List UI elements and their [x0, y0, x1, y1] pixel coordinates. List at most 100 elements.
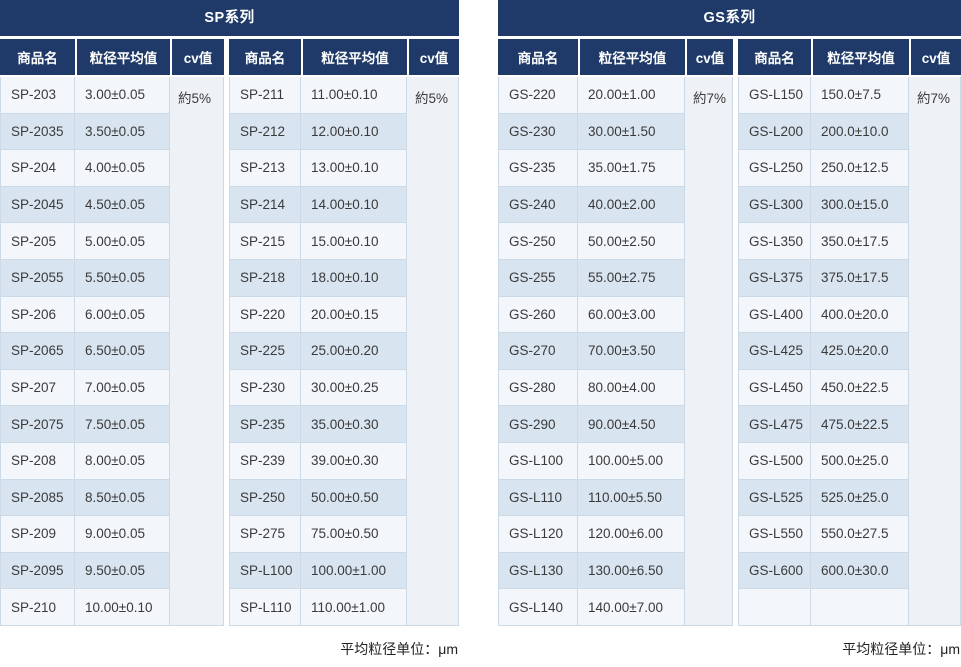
- product-name-cell: GS-260: [498, 296, 578, 334]
- avg-particle-size-cell: 11.00±0.10: [301, 77, 407, 114]
- table-row: GS-220 20.00±1.00 約7%: [498, 77, 733, 626]
- gs-table-left: 商品名 粒径平均值 cv值 GS-220 20.00±1.00 約7% GS-230 30.0…: [498, 39, 733, 626]
- product-name-cell: GS-L300: [738, 186, 811, 224]
- avg-particle-size-cell: 375.0±17.5: [811, 259, 909, 297]
- avg-particle-size-cell: 130.00±6.50: [578, 552, 685, 590]
- avg-particle-size-cell: 475.0±22.5: [811, 406, 909, 443]
- table-row: GS-280 80.00±4.00: [498, 369, 733, 407]
- product-name-cell: SP-214: [229, 186, 301, 224]
- avg-particle-size-cell: [811, 589, 909, 626]
- product-name-cell: GS-280: [498, 369, 578, 407]
- avg-particle-size-cell: 6.50±0.05: [75, 333, 170, 370]
- table-row: SP-235 35.00±0.30: [229, 406, 459, 443]
- avg-particle-size-cell: 8.00±0.05: [75, 442, 170, 480]
- avg-particle-size-cell: 30.00±0.25: [301, 369, 407, 407]
- product-name-cell: GS-220: [498, 77, 578, 114]
- avg-particle-size-cell: 120.00±6.00: [578, 516, 685, 553]
- table-row: SP-220 20.00±0.15: [229, 296, 459, 334]
- table-row: SP-230 30.00±0.25: [229, 369, 459, 407]
- product-name-cell: SP-209: [0, 516, 75, 553]
- product-name-cell: SP-206: [0, 296, 75, 334]
- table-row: GS-L120 120.00±6.00: [498, 516, 733, 553]
- table-row: SP-214 14.00±0.10: [229, 186, 459, 224]
- product-name-cell: SP-2085: [0, 479, 75, 517]
- table-row: SP-225 25.00±0.20: [229, 333, 459, 370]
- col-header-avg-particle-size: 粒径平均值: [301, 39, 407, 77]
- avg-particle-size-cell: 300.0±15.0: [811, 186, 909, 224]
- avg-particle-size-cell: 600.0±30.0: [811, 552, 909, 590]
- product-name-cell: SP-211: [229, 77, 301, 114]
- sp-unit-note: 平均粒径单位：μm: [340, 640, 458, 657]
- avg-particle-size-cell: 3.50±0.05: [75, 113, 170, 151]
- gs-table-right: 商品名 粒径平均值 cv值 GS-L150 150.0±7.5 約7% GS-L200 200…: [738, 39, 961, 626]
- avg-particle-size-cell: 50.00±0.50: [301, 479, 407, 517]
- product-name-cell: SP-L100: [229, 552, 301, 590]
- product-name-cell: GS-250: [498, 223, 578, 260]
- product-name-cell: GS-L120: [498, 516, 578, 553]
- product-name-cell: GS-L250: [738, 150, 811, 187]
- table-row: SP-L100 100.00±1.00: [229, 552, 459, 590]
- table-row: GS-L110 110.00±5.50: [498, 479, 733, 517]
- avg-particle-size-cell: 35.00±0.30: [301, 406, 407, 443]
- table-row: SP-218 18.00±0.10: [229, 259, 459, 297]
- product-name-cell: SP-2035: [0, 113, 75, 151]
- table-row: GS-L600 600.0±30.0: [738, 552, 961, 590]
- avg-particle-size-cell: 3.00±0.05: [75, 77, 170, 114]
- product-name-cell: GS-L110: [498, 479, 578, 517]
- avg-particle-size-cell: 20.00±1.00: [578, 77, 685, 114]
- avg-particle-size-cell: 50.00±2.50: [578, 223, 685, 260]
- avg-particle-size-cell: 450.0±22.5: [811, 369, 909, 407]
- col-header-cv: cv值: [170, 39, 224, 77]
- avg-particle-size-cell: 250.0±12.5: [811, 150, 909, 187]
- table-row: SP-207 7.00±0.05: [0, 369, 224, 407]
- table-row: SP-206 6.00±0.05: [0, 296, 224, 334]
- product-name-cell: GS-L200: [738, 113, 811, 151]
- cv-value-cell: 約5%: [407, 77, 459, 626]
- avg-particle-size-cell: 80.00±4.00: [578, 369, 685, 407]
- avg-particle-size-cell: 7.50±0.05: [75, 406, 170, 443]
- table-row: GS-L500 500.0±25.0: [738, 442, 961, 480]
- col-header-avg-particle-size: 粒径平均值: [75, 39, 170, 77]
- table-row: [738, 589, 961, 626]
- table-row: SP-212 12.00±0.10: [229, 113, 459, 151]
- table-row: GS-L100 100.00±5.00: [498, 442, 733, 480]
- product-name-cell: GS-L600: [738, 552, 811, 590]
- product-name-cell: SP-207: [0, 369, 75, 407]
- sp-table-right: 商品名 粒径平均值 cv值 SP-211 11.00±0.10 約5% SP-212 12.0…: [229, 39, 459, 626]
- table-row: SP-L110 110.00±1.00: [229, 589, 459, 626]
- product-name-cell: GS-L450: [738, 369, 811, 407]
- table-row: GS-L525 525.0±25.0: [738, 479, 961, 517]
- product-name-cell: GS-L425: [738, 333, 811, 370]
- avg-particle-size-cell: 150.0±7.5: [811, 77, 909, 114]
- product-name-cell: SP-2045: [0, 186, 75, 224]
- avg-particle-size-cell: 35.00±1.75: [578, 150, 685, 187]
- table-row: GS-230 30.00±1.50: [498, 113, 733, 151]
- product-name-cell: GS-L100: [498, 442, 578, 480]
- table-row: SP-275 75.00±0.50: [229, 516, 459, 553]
- product-name-cell: GS-230: [498, 113, 578, 151]
- product-name-cell: GS-270: [498, 333, 578, 370]
- product-name-cell: SP-2055: [0, 259, 75, 297]
- avg-particle-size-cell: 70.00±3.50: [578, 333, 685, 370]
- avg-particle-size-cell: 39.00±0.30: [301, 442, 407, 480]
- avg-particle-size-cell: 100.00±1.00: [301, 552, 407, 590]
- avg-particle-size-cell: 110.00±1.00: [301, 589, 407, 626]
- gs-series-tables: 商品名 粒径平均值 cv值 GS-220 20.00±1.00 約7% GS-230 30.0…: [498, 39, 961, 626]
- product-name-cell: SP-230: [229, 369, 301, 407]
- table-row: GS-L250 250.0±12.5: [738, 150, 961, 187]
- avg-particle-size-cell: 25.00±0.20: [301, 333, 407, 370]
- product-name-cell: [738, 589, 811, 626]
- table-row: GS-240 40.00±2.00: [498, 186, 733, 224]
- header-row: 商品名 粒径平均值 cv值: [498, 39, 733, 77]
- avg-particle-size-cell: 500.0±25.0: [811, 442, 909, 480]
- avg-particle-size-cell: 8.50±0.05: [75, 479, 170, 517]
- gs-series-section: GS系列 商品名 粒径平均值 cv值 GS-220 20.00±1.00 約7% GS-23…: [498, 0, 961, 659]
- table-row: SP-239 39.00±0.30: [229, 442, 459, 480]
- gs-unit-note: 平均粒径单位：μm: [842, 640, 960, 657]
- avg-particle-size-cell: 7.00±0.05: [75, 369, 170, 407]
- avg-particle-size-cell: 350.0±17.5: [811, 223, 909, 260]
- avg-particle-size-cell: 425.0±20.0: [811, 333, 909, 370]
- table-row: SP-205 5.00±0.05: [0, 223, 224, 260]
- table-row: GS-270 70.00±3.50: [498, 333, 733, 370]
